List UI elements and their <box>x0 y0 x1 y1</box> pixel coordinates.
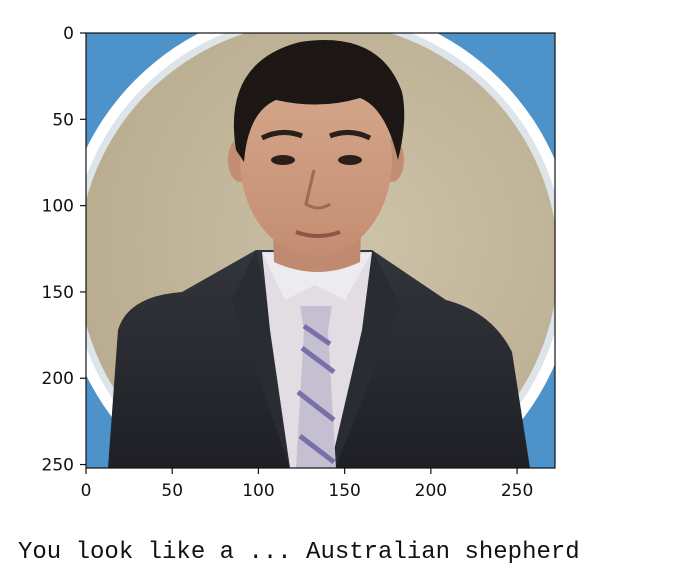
x-tick-label: 0 <box>81 481 92 501</box>
x-tick-label: 150 <box>328 481 360 501</box>
x-tick-label: 100 <box>242 481 274 501</box>
x-tick-label: 250 <box>501 481 533 501</box>
portrait-photo <box>86 33 555 468</box>
x-axis: 0 50 100 150 200 250 <box>81 468 533 501</box>
y-tick-label: 100 <box>42 197 74 217</box>
y-tick-label: 50 <box>52 110 74 130</box>
y-tick-label: 200 <box>42 369 74 389</box>
y-tick-label: 150 <box>42 283 74 303</box>
prediction-output: You look like a ... Australian shepherd <box>18 539 580 566</box>
x-tick-label: 200 <box>415 481 447 501</box>
y-tick-label: 250 <box>42 456 74 476</box>
y-axis: 0 50 100 150 200 250 <box>42 24 86 476</box>
axes-frame <box>85 32 556 469</box>
x-tick-label: 50 <box>161 481 183 501</box>
y-tick-label: 0 <box>63 24 74 44</box>
image-plot: 0 50 100 150 200 250 0 50 100 150 200 250 <box>42 24 556 501</box>
